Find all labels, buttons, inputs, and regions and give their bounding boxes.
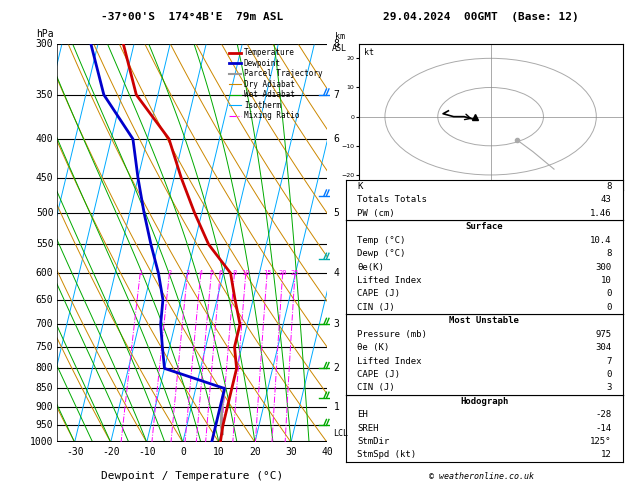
Text: 3: 3 [186,270,189,276]
Text: 2: 2 [333,364,339,373]
Text: 900: 900 [36,402,53,413]
Text: 10: 10 [601,276,611,285]
Text: Most Unstable: Most Unstable [449,316,520,325]
Text: 3: 3 [606,383,611,392]
Text: EH: EH [357,410,368,419]
Text: 1: 1 [333,402,339,413]
Text: Lifted Index: Lifted Index [357,357,421,365]
Text: -10: -10 [138,447,155,457]
Legend: Temperature, Dewpoint, Parcel Trajectory, Dry Adiabat, Wet Adiabat, Isotherm, Mi: Temperature, Dewpoint, Parcel Trajectory… [228,48,323,121]
Text: -28: -28 [596,410,611,419]
Text: Temp (°C): Temp (°C) [357,236,406,245]
Text: 0: 0 [180,447,186,457]
Text: StmSpd (kt): StmSpd (kt) [357,451,416,459]
Text: ASL: ASL [332,44,347,53]
Text: 30: 30 [285,447,297,457]
Text: 10.4: 10.4 [590,236,611,245]
Text: 0: 0 [606,290,611,298]
Text: K: K [357,182,362,191]
Text: 15: 15 [263,270,271,276]
Text: 125°: 125° [590,437,611,446]
Text: 43: 43 [601,195,611,205]
Text: 5: 5 [209,270,213,276]
Text: 8: 8 [333,39,339,49]
Text: Mixing Ratio (g/kg): Mixing Ratio (g/kg) [351,195,360,291]
Text: 8: 8 [232,270,237,276]
Text: hPa: hPa [36,29,53,39]
Text: 300: 300 [36,39,53,49]
Text: 600: 600 [36,268,53,278]
Text: 6: 6 [333,134,339,144]
Text: 20: 20 [279,270,287,276]
Text: 300: 300 [596,262,611,272]
Text: -37°00'S  174°4B'E  79m ASL: -37°00'S 174°4B'E 79m ASL [101,12,283,22]
Text: 1000: 1000 [30,437,53,447]
Text: Dewpoint / Temperature (°C): Dewpoint / Temperature (°C) [101,471,283,481]
Text: 450: 450 [36,173,53,183]
Text: 10: 10 [213,447,225,457]
Text: 350: 350 [36,90,53,100]
Text: 500: 500 [36,208,53,218]
Text: -14: -14 [596,424,611,433]
Text: -20: -20 [102,447,120,457]
Text: Totals Totals: Totals Totals [357,195,427,205]
Text: PW (cm): PW (cm) [357,209,394,218]
Text: CAPE (J): CAPE (J) [357,290,400,298]
Text: 2: 2 [167,270,172,276]
Text: 0: 0 [606,303,611,312]
Text: © weatheronline.co.uk: © weatheronline.co.uk [429,472,533,481]
Text: θe(K): θe(K) [357,262,384,272]
Text: kt: kt [364,48,374,57]
Text: θe (K): θe (K) [357,343,389,352]
Text: 40: 40 [321,447,333,457]
Text: 700: 700 [36,319,53,329]
Text: km: km [335,32,345,41]
Text: 550: 550 [36,240,53,249]
Text: 25: 25 [291,270,299,276]
Text: 750: 750 [36,342,53,352]
Text: 5: 5 [333,208,339,218]
Text: 7: 7 [606,357,611,365]
Text: 400: 400 [36,134,53,144]
Text: 10: 10 [242,270,250,276]
Text: LCL: LCL [333,429,348,438]
Text: 800: 800 [36,364,53,373]
Text: 1.46: 1.46 [590,209,611,218]
Text: 8: 8 [606,182,611,191]
Text: 20: 20 [249,447,261,457]
Text: Hodograph: Hodograph [460,397,508,406]
Text: SREH: SREH [357,424,379,433]
Text: 29.04.2024  00GMT  (Base: 12): 29.04.2024 00GMT (Base: 12) [383,12,579,22]
Text: 4: 4 [199,270,203,276]
Text: 1: 1 [138,270,142,276]
Text: 850: 850 [36,383,53,394]
Text: Pressure (mb): Pressure (mb) [357,330,427,339]
Text: CAPE (J): CAPE (J) [357,370,400,379]
Text: 8: 8 [606,249,611,258]
Text: 4: 4 [333,268,339,278]
Text: 650: 650 [36,295,53,305]
Text: StmDir: StmDir [357,437,389,446]
Text: Lifted Index: Lifted Index [357,276,421,285]
Text: CIN (J): CIN (J) [357,303,394,312]
Text: 7: 7 [333,90,339,100]
Text: 3: 3 [333,319,339,329]
Text: 0: 0 [606,370,611,379]
Text: -30: -30 [66,447,84,457]
Text: 6: 6 [218,270,222,276]
Text: 304: 304 [596,343,611,352]
Text: Surface: Surface [465,222,503,231]
Text: 950: 950 [36,420,53,430]
Text: 975: 975 [596,330,611,339]
Text: 12: 12 [601,451,611,459]
Text: Dewp (°C): Dewp (°C) [357,249,406,258]
Text: CIN (J): CIN (J) [357,383,394,392]
